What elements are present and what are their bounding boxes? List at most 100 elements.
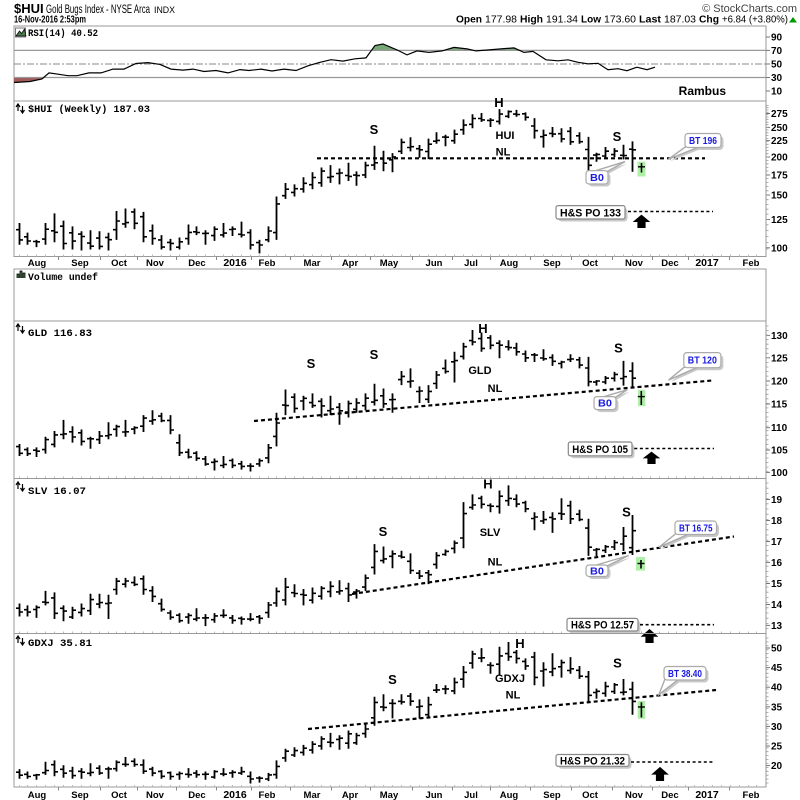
svg-text:120: 120 — [771, 377, 788, 388]
svg-text:GDXJ 35.81: GDXJ 35.81 — [28, 638, 92, 650]
svg-text:H: H — [478, 321, 487, 336]
svg-text:70: 70 — [771, 46, 783, 57]
svg-text:GLD 116.83: GLD 116.83 — [28, 328, 92, 340]
svg-text:45: 45 — [771, 663, 783, 674]
svg-text:14: 14 — [771, 600, 783, 611]
svg-text:S: S — [307, 356, 316, 371]
svg-text:NL: NL — [506, 690, 521, 702]
svg-text:RSI(14) 40.52: RSI(14) 40.52 — [28, 28, 98, 40]
svg-text:Chg: Chg — [699, 15, 719, 26]
svg-text:50: 50 — [771, 60, 783, 71]
svg-text:177.98: 177.98 — [485, 15, 517, 26]
svg-text:SLV 16.07: SLV 16.07 — [28, 486, 86, 498]
svg-text:May: May — [380, 790, 399, 800]
svg-text:Dec: Dec — [661, 258, 678, 269]
svg-text:GLD: GLD — [468, 365, 491, 377]
svg-text:NL: NL — [488, 557, 503, 569]
svg-text:Feb: Feb — [259, 258, 276, 269]
svg-text:2017: 2017 — [695, 257, 719, 269]
svg-text:Sep: Sep — [543, 790, 561, 800]
svg-text:13: 13 — [771, 621, 783, 632]
svg-text:$HUI: $HUI — [14, 1, 44, 16]
svg-text:Nov: Nov — [146, 258, 165, 269]
svg-text:150: 150 — [771, 191, 788, 202]
svg-text:100: 100 — [771, 468, 788, 479]
svg-text:H&S PO 12.57: H&S PO 12.57 — [571, 620, 634, 632]
svg-text:S: S — [614, 341, 623, 356]
svg-text:Apr: Apr — [342, 258, 359, 269]
svg-text:Last: Last — [639, 15, 662, 26]
svg-text:Nov: Nov — [146, 790, 165, 800]
svg-text:110: 110 — [771, 423, 788, 434]
svg-text:Jul: Jul — [464, 790, 478, 800]
svg-text:BT 196: BT 196 — [689, 136, 717, 147]
svg-text:Sep: Sep — [71, 790, 89, 800]
svg-text:BT 38.40: BT 38.40 — [668, 669, 702, 680]
svg-text:H: H — [483, 477, 492, 492]
svg-text:30: 30 — [771, 73, 783, 84]
svg-text:Aug: Aug — [500, 790, 519, 800]
svg-text:50: 50 — [771, 644, 783, 655]
svg-text:173.60: 173.60 — [604, 15, 636, 26]
svg-text:NL: NL — [488, 383, 503, 395]
svg-text:S: S — [622, 505, 631, 520]
svg-text:125: 125 — [771, 215, 788, 226]
svg-text:Oct: Oct — [111, 790, 128, 800]
svg-text:S: S — [370, 122, 379, 137]
svg-text:105: 105 — [771, 446, 788, 457]
svg-text:Low: Low — [581, 15, 601, 26]
svg-text:Apr: Apr — [342, 790, 359, 800]
svg-text:S: S — [388, 672, 397, 687]
svg-text:H&S PO 133: H&S PO 133 — [560, 207, 621, 219]
svg-text:Dec: Dec — [188, 790, 205, 800]
svg-text:Feb: Feb — [743, 790, 760, 800]
svg-text:16: 16 — [771, 558, 783, 569]
svg-text:BT 120: BT 120 — [688, 356, 717, 367]
svg-text:250: 250 — [771, 123, 788, 134]
svg-text:High: High — [520, 15, 543, 26]
svg-text:Oct: Oct — [582, 258, 599, 269]
svg-text:Rambus: Rambus — [679, 84, 727, 98]
svg-text:191.34: 191.34 — [546, 15, 578, 26]
svg-text:+6.84 (+3.80%): +6.84 (+3.80%) — [722, 15, 788, 26]
svg-text:H&S PO 105: H&S PO 105 — [572, 444, 628, 456]
svg-text:B0: B0 — [590, 173, 604, 184]
svg-text:Nov: Nov — [625, 258, 644, 269]
svg-text:15: 15 — [771, 579, 783, 590]
svg-text:35: 35 — [771, 702, 783, 713]
svg-text:200: 200 — [771, 153, 788, 164]
svg-text:2016: 2016 — [223, 789, 247, 800]
svg-text:B0: B0 — [590, 566, 604, 577]
svg-text:S: S — [613, 129, 622, 144]
svg-text:H: H — [515, 636, 524, 651]
svg-text:18: 18 — [771, 516, 783, 527]
svg-text:Oct: Oct — [582, 790, 599, 800]
svg-text:17: 17 — [771, 537, 783, 548]
svg-text:30: 30 — [771, 722, 783, 733]
svg-text:225: 225 — [771, 136, 788, 147]
svg-text:GDXJ: GDXJ — [495, 673, 525, 685]
svg-text:16-Nov-2016 2:53pm: 16-Nov-2016 2:53pm — [14, 14, 86, 26]
svg-text:Jun: Jun — [426, 790, 443, 800]
svg-text:HUI: HUI — [496, 130, 515, 142]
svg-text:Mar: Mar — [304, 790, 321, 800]
svg-text:20: 20 — [771, 761, 783, 772]
svg-text:NL: NL — [496, 147, 511, 159]
svg-text:H: H — [494, 95, 503, 110]
svg-text:Jul: Jul — [464, 258, 478, 269]
svg-text:INDX: INDX — [154, 5, 176, 16]
svg-text:40: 40 — [771, 683, 783, 694]
svg-text:25: 25 — [771, 742, 783, 753]
svg-text:2017: 2017 — [695, 789, 719, 800]
svg-text:175: 175 — [771, 171, 788, 182]
svg-text:Feb: Feb — [259, 790, 276, 800]
svg-text:2016: 2016 — [223, 257, 247, 269]
svg-text:115: 115 — [771, 400, 788, 411]
svg-text:Nov: Nov — [625, 790, 644, 800]
svg-text:10: 10 — [771, 87, 783, 98]
svg-text:BT 16.75: BT 16.75 — [679, 523, 713, 534]
svg-text:Mar: Mar — [304, 258, 321, 269]
svg-text:125: 125 — [771, 353, 788, 364]
svg-text:Dec: Dec — [661, 790, 678, 800]
svg-text:S: S — [370, 347, 379, 362]
